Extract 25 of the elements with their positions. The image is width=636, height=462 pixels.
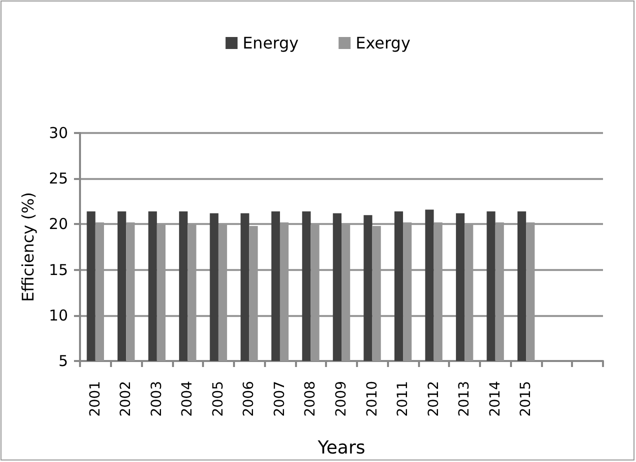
x-tick-label: 2007 [272,381,288,417]
x-tick-label: 2005 [210,381,226,417]
y-axis-title: Efficiency (%) [18,192,38,302]
x-tick-label: 2003 [148,381,165,417]
x-tick-label: 2004 [180,380,196,417]
legend-label: Energy [242,34,299,52]
x-tick-label: 2009 [334,381,350,417]
x-tick-label: 2013 [456,381,473,417]
y-tick-label: 5 [58,352,68,370]
legend-label: Exergy [356,34,410,52]
y-tick-label: 30 [48,124,68,142]
x-tick-label: 2010 [364,381,380,417]
y-tick-label: 20 [48,215,68,234]
x-tick-label: 2015 [518,381,534,417]
x-tick-label: 2008 [302,381,319,417]
x-tick-label: 2002 [118,381,134,417]
x-tick-label: 2001 [87,381,104,417]
x-tick-label: 2006 [241,380,258,417]
x-tick-label: 2011 [395,381,412,417]
x-tick-label: 2014 [487,380,504,417]
y-tick-label: 25 [48,170,68,188]
y-tick-label: 15 [48,260,68,279]
x-axis-title: Years [316,438,366,458]
x-tick-label: 2012 [426,381,442,417]
y-tick-label: 10 [48,306,68,324]
